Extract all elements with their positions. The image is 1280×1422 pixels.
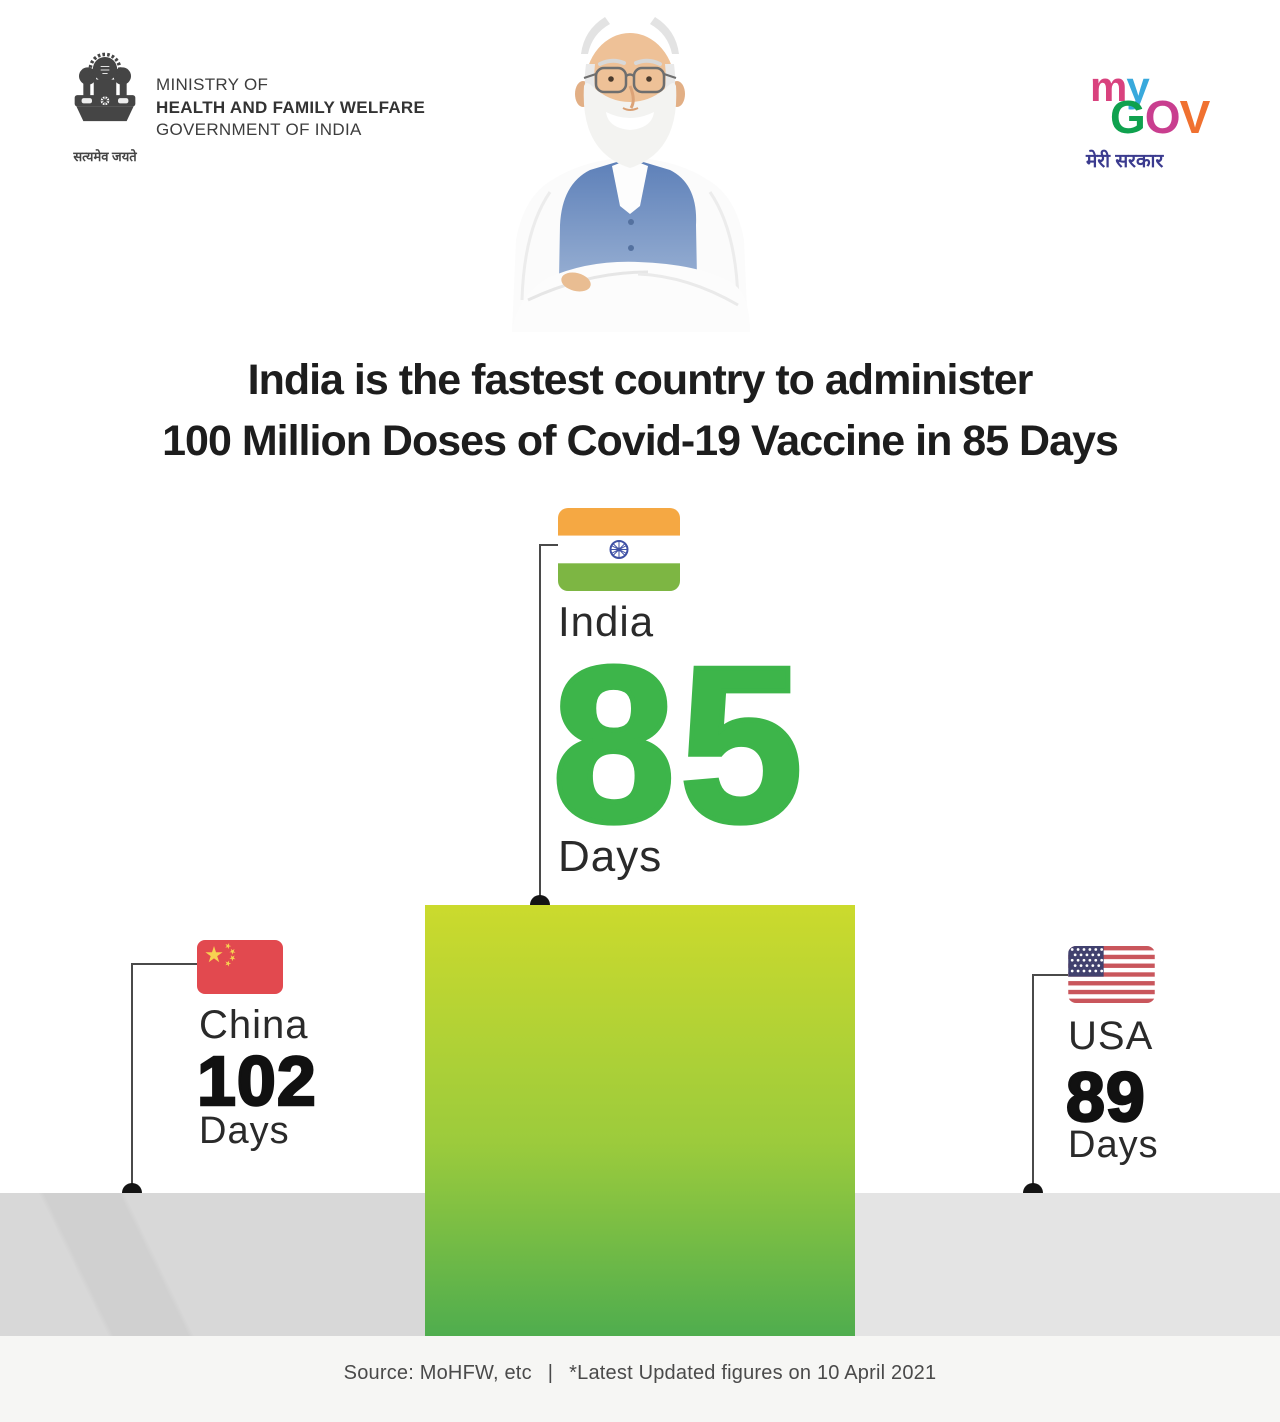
days-unit-usa: Days [1068,1124,1159,1166]
mygov-logo-my: my [1090,63,1150,110]
emblem-motto: सत्यमेव जयते [73,149,137,164]
ministry-line3: GOVERNMENT OF INDIA [156,120,362,139]
usa-flag-icon [1068,946,1155,1003]
india-bar [425,905,855,1336]
source-text: Source: MoHFW, etc [343,1362,532,1384]
country-label-india: India [558,598,655,645]
callout-dot-usa [1023,1183,1043,1193]
headline-line1: India is the fastest country to administ… [247,356,1034,404]
india-flag-icon [558,508,680,591]
country-label-usa: USA [1068,1014,1154,1058]
days-value-china: 102 [196,1042,317,1120]
pm-portrait-image [488,0,790,332]
india-state-emblem-icon [66,46,144,146]
callout-dot-china [122,1183,142,1193]
callout-line-india [539,544,541,898]
source-note: Source: MoHFW, etc | *Latest Updated figur… [0,1362,1280,1385]
callout-line-usa [1032,974,1034,1185]
footer-band: Source: MoHFW, etc | *Latest Updated figur… [0,1336,1280,1422]
callout-line-china [131,963,197,965]
ministry-line2: HEALTH AND FAMILY WELFARE [156,97,426,117]
days-unit-china: Days [199,1110,290,1152]
mygov-logo: my GOV मेरी सरकार [1076,63,1216,173]
days-unit-india: Days [558,832,663,881]
page-title: India is the fastest country to administ… [0,350,1280,472]
callout-line-india [539,544,558,546]
ministry-line1: MINISTRY OF [156,75,269,94]
china-flag-icon [197,940,283,994]
ministry-title: MINISTRY OF HEALTH AND FAMILY WELFARE GO… [156,74,425,142]
headline-line2: 100 Million Doses of Covid-19 Vaccine in… [162,417,1119,465]
days-value-usa: 89 [1065,1058,1146,1136]
days-value-india: 85 [550,621,807,869]
callout-dot-india [530,895,550,905]
country-label-china: China [199,1003,309,1047]
callout-line-usa [1032,974,1068,976]
divider: | [547,1362,554,1384]
update-note: *Latest Updated figures on 10 April 2021 [569,1362,937,1384]
callout-line-china [131,963,133,1185]
mygov-tagline: मेरी सरकार [1086,151,1164,172]
mygov-logo-gov: GOV [1110,91,1210,143]
